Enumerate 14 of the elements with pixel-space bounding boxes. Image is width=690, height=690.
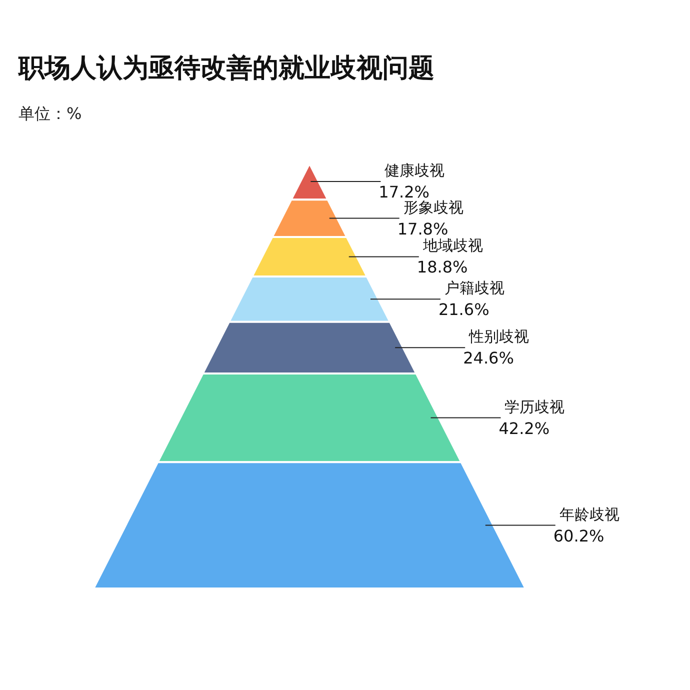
data-label: 18.8% <box>416 258 468 277</box>
data-label: 17.8% <box>397 219 448 238</box>
category-label: 性别歧视 <box>468 328 530 346</box>
data-label: 60.2% <box>553 526 604 546</box>
text: 职场人认为亟待改善的就业歧视问题 <box>18 54 434 84</box>
category-label: 学历歧视 <box>504 398 565 416</box>
category-label: 户籍歧视 <box>444 279 504 298</box>
data-label: 24.6% <box>463 348 514 368</box>
category-label: 健康歧视 <box>384 162 445 180</box>
category-label: 年龄歧视 <box>559 505 620 524</box>
data-label: 21.6% <box>438 300 490 320</box>
data-label: 42.2% <box>498 418 550 438</box>
category-label: 地域歧视 <box>422 236 483 255</box>
text: 单位：% <box>18 104 82 123</box>
